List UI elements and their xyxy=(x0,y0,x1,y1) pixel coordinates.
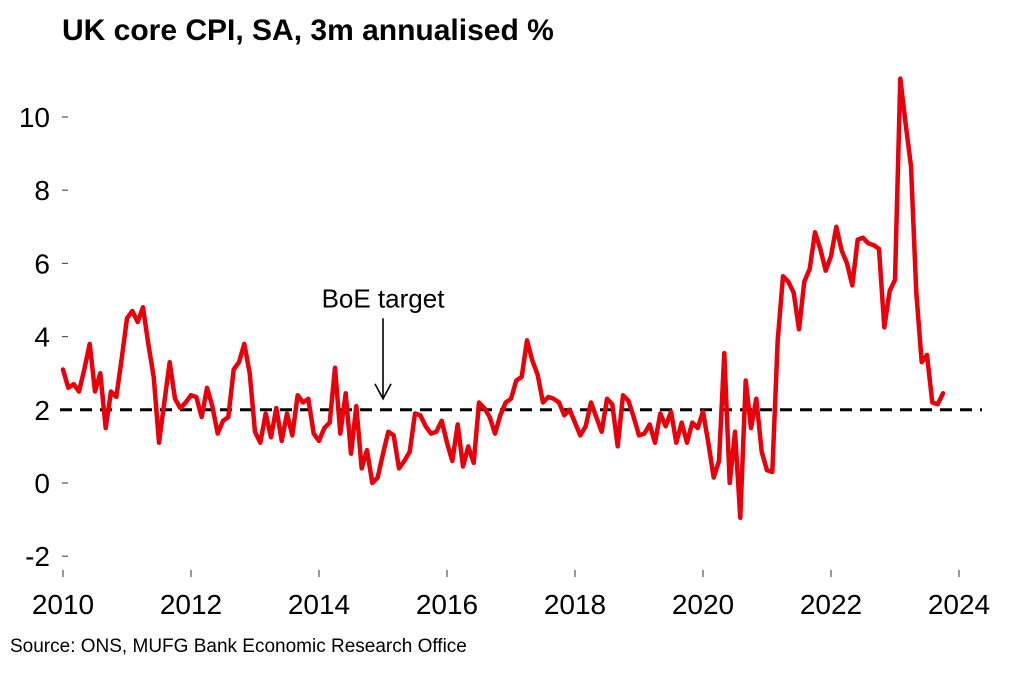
series-core-cpi xyxy=(60,76,946,521)
y-tick-label: 0 xyxy=(34,468,50,499)
y-tick-label: -2 xyxy=(25,541,50,572)
x-tick-label: 2012 xyxy=(160,589,222,620)
x-axis: 2010 2012 2014 2016 2018 2020 2022 2024 xyxy=(32,570,990,620)
arrow-head-icon xyxy=(374,383,392,401)
y-tick-label: 2 xyxy=(34,395,50,426)
series-line xyxy=(60,76,946,521)
x-tick-label: 2010 xyxy=(32,589,94,620)
x-tick-label: 2016 xyxy=(416,589,478,620)
y-tick-label: 6 xyxy=(34,248,50,279)
boe-target-annotation: BoE target xyxy=(322,283,446,401)
chart-source: Source: ONS, MUFG Bank Economic Research… xyxy=(10,636,467,657)
x-tick-label: 2018 xyxy=(544,589,606,620)
y-tick-label: 8 xyxy=(34,175,50,206)
annotation-label: BoE target xyxy=(322,283,446,313)
x-tick-label: 2020 xyxy=(672,589,734,620)
x-tick-label: 2022 xyxy=(800,589,862,620)
y-tick-label: 4 xyxy=(34,322,50,353)
x-tick-label: 2024 xyxy=(928,589,990,620)
y-tick-label: 10 xyxy=(19,102,50,133)
x-tick-label: 2014 xyxy=(288,589,350,620)
y-axis: -2 0 2 4 6 8 10 xyxy=(19,102,68,572)
chart-title: UK core CPI, SA, 3m annualised % xyxy=(62,14,554,47)
